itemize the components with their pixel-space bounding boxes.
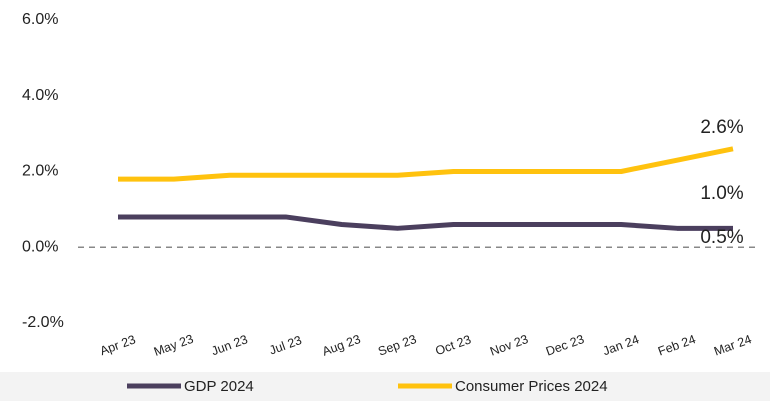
y-tick-label: 0.0%	[22, 238, 58, 255]
annotation: 1.0%	[700, 183, 743, 204]
y-tick-label: -2.0%	[22, 314, 64, 331]
legend-band	[0, 372, 770, 401]
y-tick-label: 6.0%	[22, 11, 58, 28]
series-line	[118, 214, 733, 231]
y-tick-label: 2.0%	[22, 163, 58, 180]
annotation: 2.6%	[700, 117, 743, 138]
legend-label: GDP 2024	[184, 378, 254, 395]
series-line	[118, 146, 734, 182]
annotation: 0.5%	[700, 227, 743, 248]
legend-label: Consumer Prices 2024	[455, 378, 608, 395]
y-tick-label: 4.0%	[22, 87, 58, 104]
